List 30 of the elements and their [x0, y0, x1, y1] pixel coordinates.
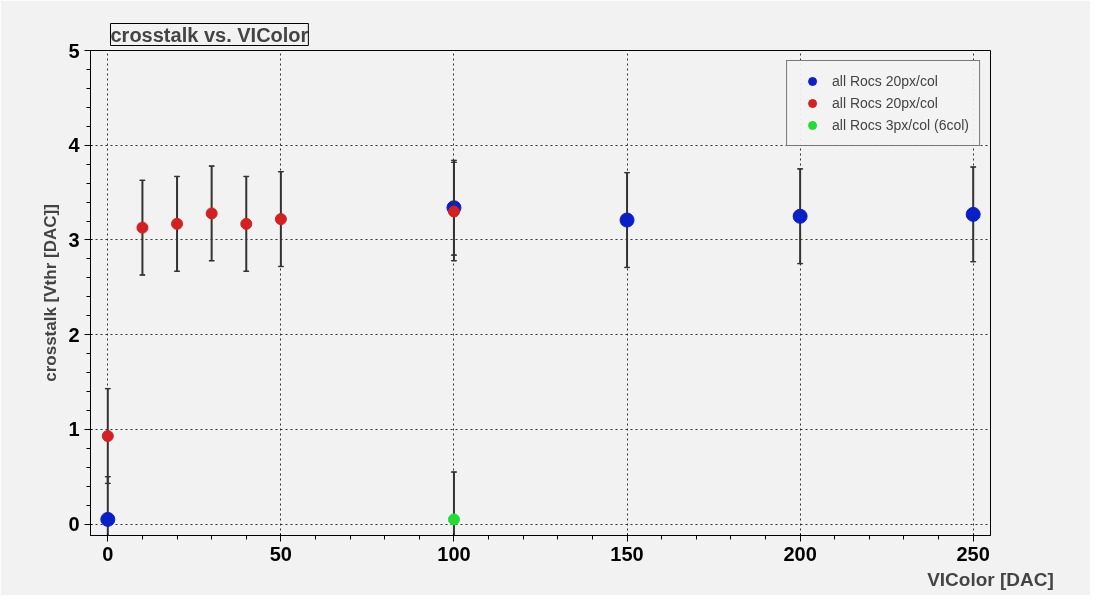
- point: [100, 511, 116, 527]
- y-tick-label: 3: [68, 228, 80, 251]
- x-tick-label: 200: [783, 542, 817, 565]
- x-tick-label: 50: [269, 542, 293, 565]
- legend-label: all Rocs 20px/col: [832, 73, 938, 89]
- point: [136, 221, 149, 234]
- x-tick-label: 100: [437, 542, 471, 565]
- point: [240, 217, 253, 230]
- point: [447, 205, 460, 218]
- y-axis-title: crosstalk [Vthr [DAC]]: [41, 204, 61, 382]
- y-tick-label: 0: [68, 513, 80, 536]
- legend-label: all Rocs 3px/col (6col): [832, 117, 969, 133]
- point: [101, 430, 114, 443]
- chart-title: crosstalk vs. VIColor: [110, 23, 309, 46]
- point: [619, 212, 635, 228]
- y-tick-label: 2: [68, 323, 80, 346]
- point: [447, 513, 460, 526]
- point: [274, 213, 287, 226]
- point: [965, 206, 981, 222]
- point: [205, 207, 218, 220]
- legend-label: all Rocs 20px/col: [832, 95, 938, 111]
- x-axis-title: VIColor [DAC]: [927, 568, 1054, 590]
- point: [792, 208, 808, 224]
- y-tick-label: 4: [68, 134, 81, 157]
- y-tick-label: 1: [68, 418, 80, 441]
- point: [171, 217, 184, 230]
- x-tick-label: 250: [956, 542, 990, 565]
- y-tick-label: 5: [68, 39, 80, 62]
- x-tick-label: 0: [102, 542, 114, 565]
- x-tick-label: 150: [610, 542, 644, 565]
